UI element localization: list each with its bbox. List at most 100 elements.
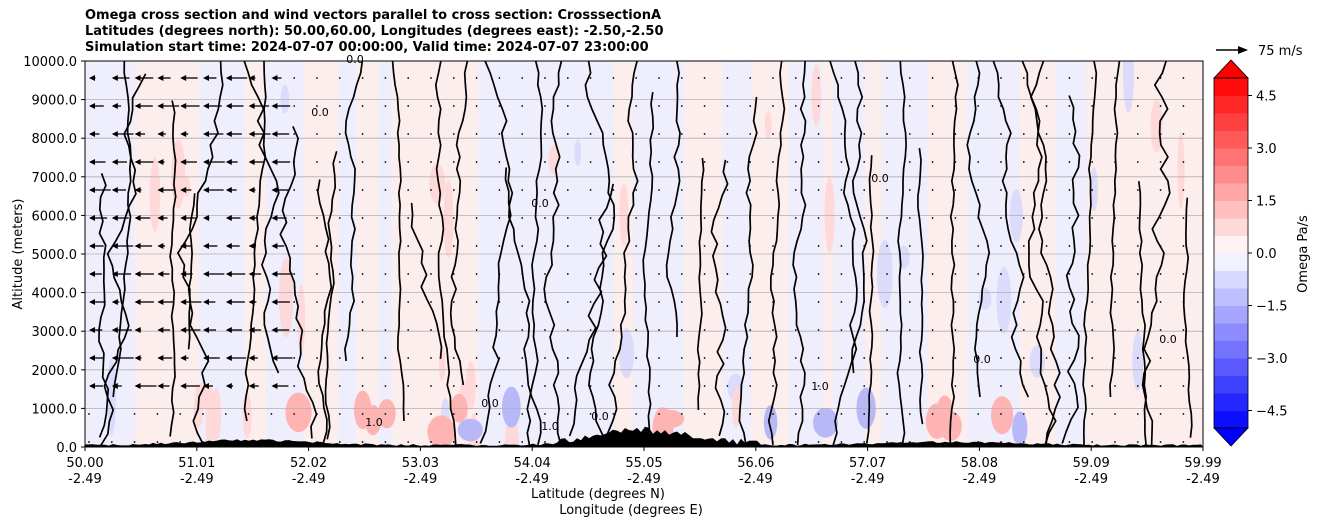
- wind-vector-dot: [1068, 329, 1071, 331]
- wind-vector-dot: [680, 329, 683, 331]
- wind-vector-dot: [452, 301, 455, 303]
- wind-vector-dot: [863, 357, 866, 359]
- wind-vector-dot: [1182, 161, 1185, 163]
- wind-vector-dot: [1022, 385, 1025, 387]
- low-level-patch: [763, 405, 778, 440]
- wind-vector-head: [203, 271, 209, 277]
- wind-vector-dot: [589, 189, 592, 191]
- wind-vector-dot: [521, 301, 524, 303]
- wind-vector-dot: [430, 217, 432, 219]
- wind-vector-dot: [931, 133, 934, 135]
- ascent-patch: [443, 180, 454, 259]
- wind-vector-dot: [361, 133, 364, 135]
- wind-vector-dot: [452, 77, 455, 79]
- wind-vector-dot: [1022, 413, 1025, 415]
- wind-vector-dot: [1000, 217, 1002, 219]
- wind-vector-dot: [407, 245, 410, 247]
- wind-vector-dot: [475, 77, 478, 79]
- terrain: [85, 426, 1203, 447]
- wind-vector-head: [89, 271, 95, 277]
- wind-vector-dot: [726, 161, 729, 163]
- wind-vector-dot: [1205, 105, 1207, 107]
- wind-vector-head: [271, 355, 278, 361]
- ascent-patch: [1177, 131, 1185, 209]
- wind-vector-dot: [1068, 217, 1071, 219]
- wind-vector-dot: [1068, 245, 1071, 247]
- wind-vector-dot: [430, 105, 432, 107]
- wind-vector-dot: [498, 133, 501, 135]
- zero-contour-line: [98, 173, 110, 438]
- wind-vector-dot: [977, 105, 980, 107]
- wind-vector-dot: [772, 441, 774, 443]
- wind-vector-dot: [1000, 189, 1002, 191]
- x-tick-label-longitude: -2.49: [180, 472, 214, 487]
- wind-vector-dot: [772, 245, 774, 247]
- wind-vector-dot: [475, 133, 478, 135]
- wind-vector-dot: [407, 385, 410, 387]
- zero-contour-line: [243, 61, 267, 422]
- wind-vector-dot: [863, 385, 866, 387]
- wind-vector-dot: [1068, 105, 1071, 107]
- wind-vector-head: [111, 243, 118, 249]
- wind-vector-dot: [338, 105, 341, 107]
- wind-vector-dot: [1000, 357, 1002, 359]
- colorbar-segment: [1214, 235, 1248, 254]
- wind-vector-dot: [703, 413, 706, 415]
- wind-vector-dot: [1182, 357, 1185, 359]
- descent-patch: [996, 266, 1012, 334]
- wind-vector-dot: [1205, 161, 1207, 163]
- zero-contour-line: [410, 202, 443, 359]
- wind-vector-dot: [1136, 301, 1139, 303]
- wind-vector-dot: [1114, 413, 1116, 415]
- wind-vector-head: [134, 159, 141, 165]
- wind-vector-dot: [772, 161, 774, 163]
- wind-vector-dot: [635, 133, 638, 135]
- wind-vector-dot: [680, 273, 683, 275]
- wind-vector-head: [111, 327, 118, 333]
- wind-vector-dot: [886, 105, 888, 107]
- wind-vector-dot: [430, 245, 432, 247]
- wind-vector-dot: [635, 357, 638, 359]
- zero-contour-line: [112, 61, 132, 398]
- wind-vector-dot: [475, 357, 478, 359]
- wind-vector-dot: [247, 413, 250, 415]
- wind-vector-dot: [794, 413, 797, 415]
- zero-contour-line: [543, 61, 563, 446]
- wind-vector-dot: [1068, 441, 1071, 443]
- wind-vector-dot: [908, 385, 911, 387]
- wind-vector-head: [89, 103, 95, 109]
- wind-vector-head: [111, 131, 118, 137]
- wind-vector-dot: [635, 301, 638, 303]
- zero-contour-line: [169, 100, 177, 437]
- wind-vector-dot: [452, 441, 455, 443]
- wind-vector-head: [180, 75, 187, 81]
- wind-vector-dot: [430, 161, 432, 163]
- wind-vector-dot: [179, 441, 182, 443]
- wind-vector-dot: [817, 413, 820, 415]
- wind-vector-dot: [475, 161, 478, 163]
- wind-vector-dot: [954, 273, 957, 275]
- wind-vector-dot: [1182, 273, 1185, 275]
- wind-vector-dot: [1205, 413, 1207, 415]
- wind-vector-dot: [361, 385, 364, 387]
- wind-vector-dot: [1114, 301, 1116, 303]
- zero-contour-line: [665, 61, 681, 338]
- wind-vector-dot: [498, 385, 501, 387]
- x-tick-label-latitude: 52.02: [290, 456, 327, 471]
- contour-label: 1.0: [541, 420, 559, 433]
- wind-vector-dot: [1136, 385, 1139, 387]
- zero-contour-line: [344, 61, 364, 362]
- wind-vector-dot: [680, 161, 683, 163]
- wind-vector-dot: [886, 161, 888, 163]
- wind-vector-head: [111, 187, 118, 193]
- colorbar-tick-label: 3.0: [1256, 142, 1277, 157]
- wind-vector-dot: [931, 217, 934, 219]
- wind-vector-head: [225, 159, 232, 165]
- wind-vector-dot: [703, 133, 706, 135]
- ascent-patch: [764, 110, 772, 139]
- wind-vector-dot: [316, 413, 318, 415]
- colorbar-segment: [1214, 113, 1248, 131]
- wind-vector-head: [134, 75, 141, 81]
- wind-vector-dot: [1205, 77, 1207, 79]
- wind-vector-dot: [749, 133, 752, 135]
